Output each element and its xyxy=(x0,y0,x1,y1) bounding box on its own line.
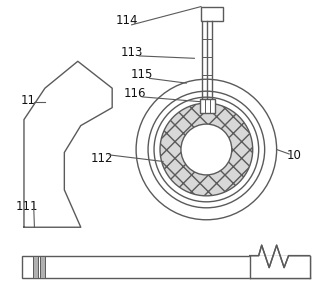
Text: 114: 114 xyxy=(116,14,138,27)
Text: 115: 115 xyxy=(131,68,153,81)
Text: 113: 113 xyxy=(121,46,143,59)
Text: 10: 10 xyxy=(287,149,302,162)
Bar xyxy=(200,99,215,113)
Circle shape xyxy=(154,97,259,202)
Bar xyxy=(40,256,45,278)
Circle shape xyxy=(148,91,265,208)
Circle shape xyxy=(160,103,253,196)
Bar xyxy=(23,256,309,278)
Bar xyxy=(33,256,38,278)
Text: 11: 11 xyxy=(21,94,36,107)
Text: 111: 111 xyxy=(16,200,38,213)
Circle shape xyxy=(136,79,277,220)
Circle shape xyxy=(181,124,232,175)
Text: 116: 116 xyxy=(124,87,146,100)
Bar xyxy=(201,7,222,21)
Text: 112: 112 xyxy=(90,152,113,165)
